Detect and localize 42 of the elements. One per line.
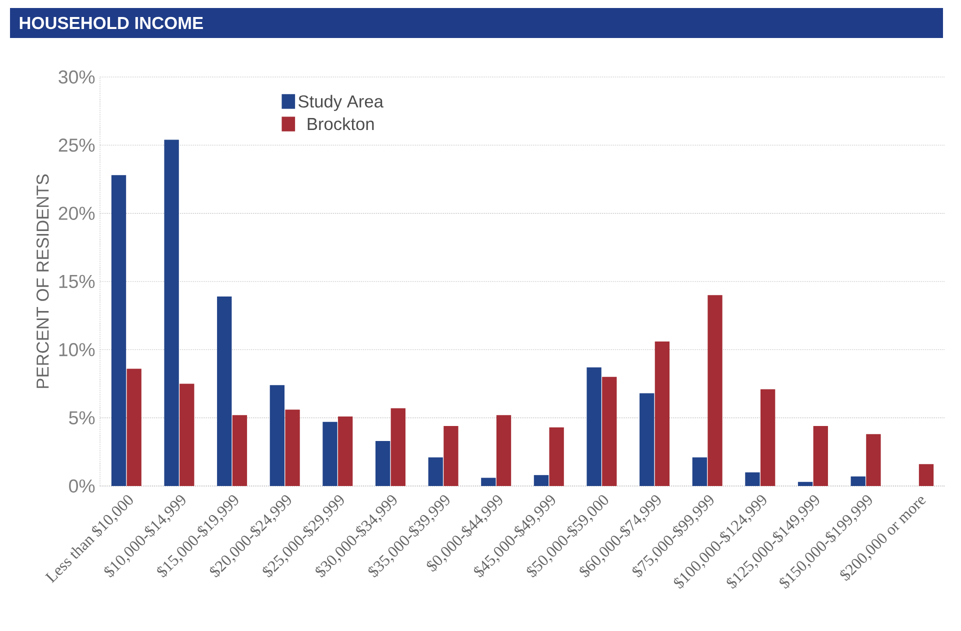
chart-title: HOUSEHOLD INCOME bbox=[20, 16, 203, 30]
bar bbox=[375, 441, 390, 486]
y-tick-label: 15% bbox=[59, 274, 95, 288]
bar bbox=[217, 296, 232, 486]
bar bbox=[549, 427, 564, 486]
bar bbox=[640, 393, 654, 486]
bar bbox=[813, 426, 828, 486]
bar bbox=[866, 434, 881, 486]
bar bbox=[692, 457, 708, 486]
bar bbox=[444, 426, 458, 486]
bar bbox=[338, 416, 353, 486]
bar bbox=[654, 341, 670, 486]
bar bbox=[602, 376, 617, 486]
y-tick-label: 0% bbox=[69, 479, 95, 493]
bar bbox=[798, 482, 813, 486]
y-tick-label: 30% bbox=[58, 70, 95, 84]
legend-label: Study Area bbox=[298, 94, 384, 112]
bar bbox=[111, 175, 126, 486]
bar bbox=[745, 472, 760, 486]
bar bbox=[285, 410, 300, 486]
bar bbox=[481, 478, 496, 486]
bar bbox=[180, 384, 194, 486]
y-axis-title: PERCENT OF RESIDENTS bbox=[36, 174, 49, 388]
bar bbox=[534, 475, 549, 486]
y-tick-label: 10% bbox=[59, 343, 95, 356]
bar bbox=[126, 368, 142, 486]
bar bbox=[428, 457, 443, 486]
bar bbox=[586, 367, 602, 486]
bar bbox=[918, 464, 934, 486]
legend-label: Brockton bbox=[308, 117, 374, 130]
bar bbox=[390, 408, 406, 486]
y-tick-label: 25% bbox=[58, 138, 95, 152]
y-tick-label: 20% bbox=[58, 206, 95, 220]
bar bbox=[760, 389, 776, 486]
bar bbox=[708, 295, 722, 486]
bar bbox=[270, 385, 285, 486]
bar bbox=[232, 415, 248, 486]
bar bbox=[496, 415, 512, 486]
bar bbox=[322, 422, 338, 486]
bar bbox=[164, 140, 179, 486]
y-tick-label: 5% bbox=[69, 411, 95, 424]
bar bbox=[850, 476, 866, 486]
